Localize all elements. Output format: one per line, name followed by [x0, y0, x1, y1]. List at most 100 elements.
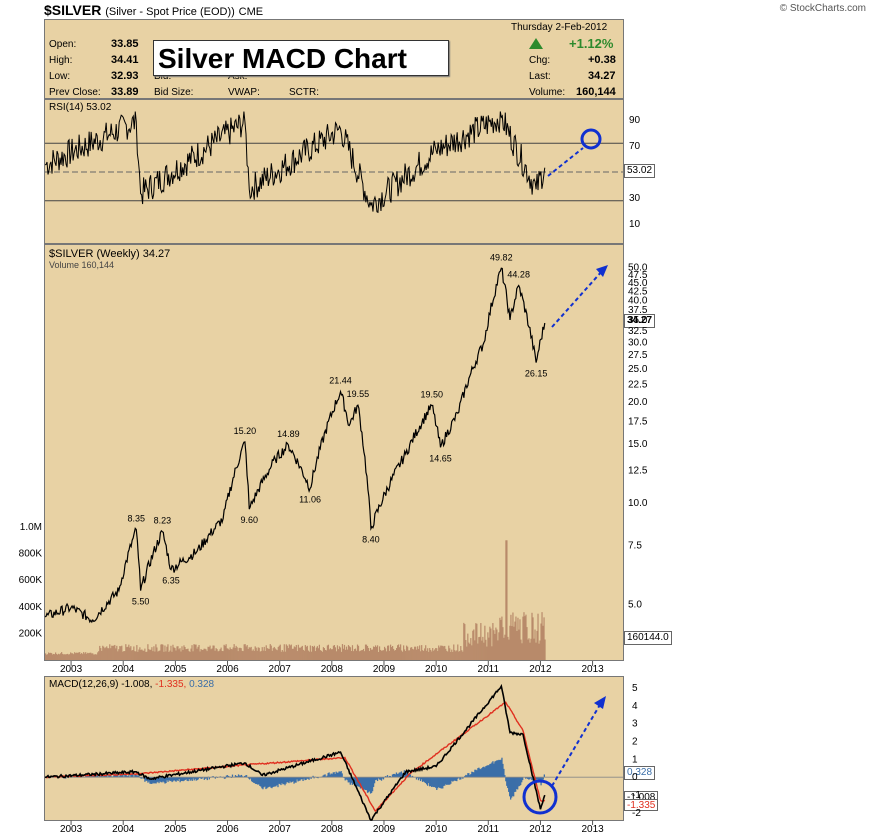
volume-bar	[113, 645, 115, 660]
volume-bar	[458, 651, 460, 660]
macd-hist-bar	[149, 777, 151, 784]
year-label-price: 2003	[60, 664, 83, 675]
volume-bar	[177, 646, 179, 660]
volume-bar	[122, 651, 124, 660]
macd-hist-bar	[337, 772, 339, 778]
macd-hist-bar	[335, 771, 337, 778]
volume-bar	[356, 644, 359, 660]
year-label-price: 2012	[529, 664, 552, 675]
year-label-macd: 2008	[321, 824, 344, 835]
volume-bar	[388, 650, 391, 660]
macd-hist-bar	[205, 777, 207, 779]
volume-bar	[60, 653, 62, 660]
volume-bar	[495, 627, 497, 660]
volume-bar	[199, 651, 201, 660]
volume-bar	[120, 646, 122, 660]
macd-hist-tag: 0.328	[624, 766, 656, 780]
volume-bar	[291, 648, 293, 660]
volume-bar	[415, 646, 417, 660]
macd-hist-bar	[257, 777, 259, 785]
volume-bar	[75, 653, 77, 660]
macd-hist-bar	[482, 767, 484, 778]
volume-bar	[397, 645, 399, 660]
volume-bar	[77, 652, 79, 660]
volume-bar	[88, 653, 90, 660]
macd-hist-bar	[164, 777, 166, 784]
volume-bar	[298, 647, 300, 660]
volume-bar	[155, 644, 157, 660]
volume-bar	[145, 651, 147, 660]
volume-bar	[54, 654, 56, 660]
volume-bar	[354, 648, 357, 660]
volume-bar	[203, 648, 205, 660]
macd-hist-bar	[472, 772, 474, 778]
volume-bar	[198, 644, 200, 660]
volume-bar	[456, 650, 458, 660]
volume-bar	[528, 638, 530, 660]
volume-bar	[216, 649, 218, 660]
volume-bar	[219, 649, 221, 660]
volume-bar	[282, 651, 284, 660]
volume-bar	[409, 650, 411, 660]
macd-hist-bar	[396, 773, 399, 778]
volume-bar	[334, 647, 337, 660]
macd-hist-bar	[188, 777, 190, 780]
macd-hist-bar	[340, 771, 342, 778]
macd-hist-bar	[145, 777, 147, 781]
price-tick-0: 50.0	[628, 263, 648, 274]
macd-hist-bar	[446, 777, 448, 785]
macd-hist-bar	[505, 777, 507, 782]
volume-bar	[509, 625, 511, 660]
volume-bar	[493, 630, 495, 660]
macd-hist-bar	[485, 766, 487, 778]
volume-bar	[272, 648, 274, 660]
macd-hist-bar	[525, 777, 527, 779]
volume-bar	[241, 650, 243, 660]
volume-bar	[84, 653, 86, 660]
macd-hist-bar	[185, 777, 187, 780]
year-label-macd: 2006	[216, 824, 239, 835]
macd-hist-bar	[97, 775, 99, 778]
volume-bar	[422, 650, 424, 660]
macd-hist-bar	[435, 777, 437, 788]
volume-bar	[146, 651, 148, 660]
macd-hist-bar	[517, 777, 519, 790]
macd-hist-bar	[483, 766, 485, 778]
volume-bar	[119, 646, 121, 660]
volume-bar	[171, 651, 173, 660]
macd-hist-bar	[283, 777, 285, 785]
macd-hist-bar	[208, 777, 210, 780]
volume-bar	[178, 649, 180, 660]
volume-bar	[242, 651, 244, 660]
macd-hist-bar	[85, 776, 87, 778]
volume-bar	[94, 654, 96, 660]
open-value: 33.85	[111, 38, 139, 50]
macd-hist-bar	[360, 777, 363, 788]
macd-hist-bar	[354, 777, 357, 787]
volume-bar	[240, 648, 242, 660]
volume-bar	[68, 654, 70, 660]
price-tick-5: 37.5	[628, 305, 648, 316]
macd-hist-bar	[440, 777, 442, 789]
last-value: 34.27	[588, 70, 616, 82]
volume-bar	[89, 652, 91, 660]
macd-hist-bar	[249, 777, 251, 780]
volume-bar	[66, 654, 68, 660]
macd-hist-bar	[308, 777, 310, 780]
volume-bar	[363, 651, 366, 660]
volume-bar	[157, 651, 159, 660]
macd-hist-bar	[306, 777, 308, 779]
macd-hist-bar	[104, 775, 106, 778]
macd-hist-bar	[286, 777, 288, 783]
volume-bar	[494, 633, 496, 660]
macd-hist-bar	[518, 777, 520, 787]
volume-bar	[254, 646, 256, 660]
volume-bar	[185, 649, 187, 660]
volume-bar	[365, 644, 368, 660]
macd-tick-3: 2	[632, 736, 638, 747]
price-projection-arrowhead	[596, 265, 608, 277]
macd-hist-bar	[494, 761, 496, 778]
volume-bar	[325, 650, 328, 660]
year-label-price: 2004	[112, 664, 135, 675]
volume-bar	[256, 650, 258, 660]
